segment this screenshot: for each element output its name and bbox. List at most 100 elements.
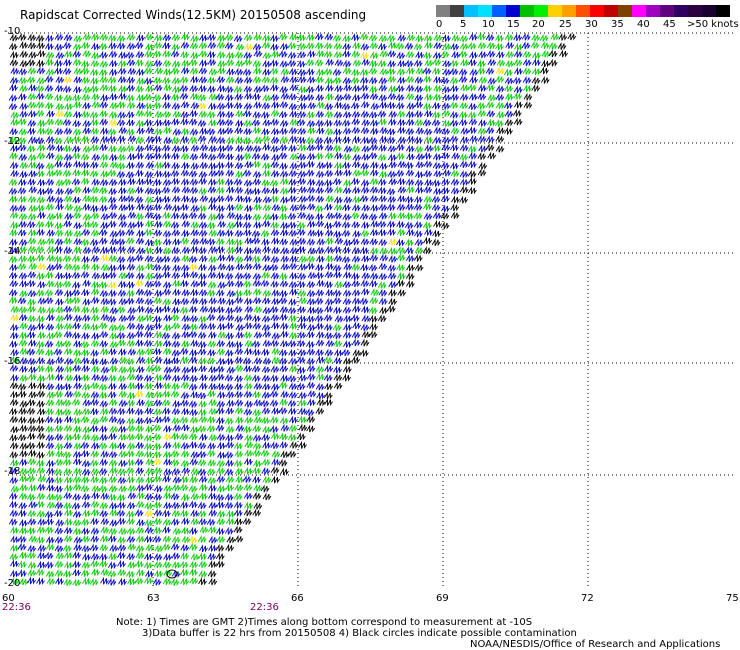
wind-barb: [215, 423, 225, 432]
wind-barb: [251, 339, 261, 348]
wind-barb: [207, 185, 217, 194]
wind-barb: [324, 118, 333, 127]
wind-barb: [235, 262, 245, 271]
wind-barb: [208, 102, 217, 111]
wind-barb: [217, 296, 227, 305]
wind-barb: [368, 306, 378, 315]
wind-barb: [351, 355, 360, 364]
wind-barb: [117, 543, 127, 552]
wind-barb: [116, 34, 126, 43]
wind-barb: [197, 119, 207, 128]
wind-barb: [27, 398, 36, 407]
wind-barb: [152, 101, 162, 110]
wind-barb: [162, 280, 172, 289]
wind-barb: [189, 41, 199, 50]
wind-barb: [171, 59, 181, 68]
wind-barb: [153, 127, 163, 136]
wind-barb: [63, 304, 73, 314]
wind-barb: [63, 578, 73, 587]
wind-barb: [532, 67, 541, 76]
wind-barb: [316, 68, 325, 77]
wind-barb: [315, 169, 325, 179]
wind-barb: [162, 195, 171, 204]
wind-barb: [35, 499, 45, 509]
wind-barb: [253, 398, 263, 407]
wind-barb: [350, 237, 360, 246]
wind-barb: [8, 102, 18, 111]
wind-barb: [136, 355, 146, 364]
wind-barb: [262, 425, 272, 434]
wind-barb: [495, 42, 504, 51]
wind-barb: [136, 491, 145, 500]
wind-barb: [225, 321, 234, 330]
wind-barb: [261, 270, 271, 280]
wind-barb: [361, 118, 371, 127]
wind-barb: [145, 262, 154, 271]
wind-barb: [134, 576, 144, 585]
wind-barb: [262, 339, 272, 348]
wind-barb: [144, 313, 153, 322]
wind-barb: [224, 143, 234, 152]
wind-barb: [541, 49, 551, 58]
wind-barb: [63, 550, 73, 560]
wind-barb: [44, 364, 54, 373]
wind-barb: [406, 33, 416, 42]
wind-barb: [72, 475, 82, 484]
wind-barb: [127, 381, 137, 390]
wind-barb: [423, 212, 433, 221]
wind-barb: [116, 508, 126, 518]
wind-barb: [91, 491, 100, 500]
wind-barb: [152, 263, 162, 272]
wind-barb: [279, 312, 288, 322]
wind-barb: [216, 245, 225, 254]
wind-barb: [170, 151, 180, 160]
wind-barb: [44, 510, 54, 519]
wind-barb: [379, 100, 388, 109]
wind-barb: [63, 433, 73, 442]
wind-barb: [459, 101, 469, 110]
wind-barb: [45, 542, 55, 551]
wind-barb: [80, 152, 90, 161]
wind-barb: [109, 92, 118, 101]
wind-barb: [307, 228, 317, 237]
wind-barb: [369, 92, 379, 101]
wind-barb: [332, 144, 342, 153]
wind-barb: [522, 58, 532, 67]
wind-barb: [234, 517, 243, 526]
wind-barb: [44, 74, 54, 84]
wind-barb: [260, 448, 270, 458]
wind-barb: [197, 458, 207, 467]
wind-barb: [243, 407, 253, 416]
wind-barb: [324, 102, 334, 111]
wind-barb: [278, 32, 288, 41]
wind-barb: [19, 347, 29, 356]
wind-barb: [378, 238, 388, 247]
wind-barb: [108, 475, 118, 484]
wind-barb: [180, 500, 189, 509]
wind-barb: [171, 185, 181, 194]
wind-barb: [80, 484, 90, 493]
wind-barb: [207, 339, 217, 348]
wind-barb: [36, 314, 45, 323]
wind-barb: [19, 373, 29, 382]
wind-barb: [306, 119, 316, 128]
wind-barb: [72, 416, 81, 425]
wind-barb: [270, 220, 279, 230]
wind-barb: [234, 432, 244, 441]
wind-barb: [198, 279, 207, 288]
wind-barb: [207, 305, 217, 314]
wind-barb: [261, 134, 271, 143]
wind-barb: [18, 219, 28, 229]
wind-barb: [180, 543, 190, 552]
wind-barb: [45, 117, 55, 126]
wind-barb: [433, 219, 442, 228]
wind-barb: [342, 59, 352, 68]
wind-barb: [108, 398, 118, 407]
wind-barb: [64, 483, 73, 492]
wind-barb: [216, 357, 226, 366]
wind-barb: [387, 169, 397, 179]
wind-barb: [108, 202, 118, 211]
wind-barb: [181, 185, 191, 194]
wind-barb: [100, 126, 109, 135]
wind-barb: [82, 85, 92, 94]
